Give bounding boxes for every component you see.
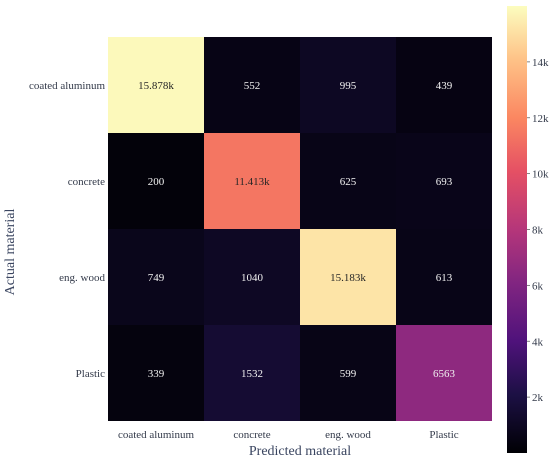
x-axis-title: Predicted material — [249, 444, 351, 459]
y-tick-label: eng. wood — [59, 272, 105, 284]
heatmap-cell — [108, 37, 204, 133]
heatmap-cell — [108, 229, 204, 325]
heatmap-cell — [108, 133, 204, 229]
heatmap-cell-label: 339 — [148, 368, 165, 380]
heatmap-cell-label: 1040 — [241, 272, 264, 284]
heatmap-cell — [396, 229, 492, 325]
y-tick-label: concrete — [68, 176, 105, 188]
heatmap-cell-label: 15.183k — [330, 272, 366, 284]
colorbar — [507, 6, 527, 453]
heatmap-cell-label: 613 — [436, 272, 453, 284]
heatmap-cell — [396, 133, 492, 229]
heatmap-cell-label: 6563 — [433, 368, 456, 380]
heatmap-cell — [204, 325, 300, 421]
heatmap-cell-label: 11.413k — [234, 176, 270, 188]
x-tick-label: concrete — [233, 429, 270, 441]
heatmap-cells — [108, 37, 492, 421]
y-tick-label: coated aluminum — [29, 80, 106, 92]
heatmap-cell-label: 599 — [340, 368, 357, 380]
colorbar-tick-label: 8k — [532, 225, 544, 237]
x-axis-tick-labels: coated aluminum concrete eng. wood Plastic — [118, 429, 459, 441]
heatmap-cell — [300, 229, 396, 325]
heatmap-cell-label: 749 — [148, 272, 165, 284]
heatmap-cell-label: 995 — [340, 80, 357, 92]
y-axis-title: Actual material — [3, 209, 18, 296]
x-tick-label: Plastic — [429, 429, 458, 441]
heatmap-cell — [204, 229, 300, 325]
heatmap-cell — [300, 37, 396, 133]
colorbar-tick-label: 2k — [532, 392, 544, 404]
colorbar-tick-label: 12k — [532, 113, 549, 125]
heatmap-cell-label: 1532 — [241, 368, 263, 380]
heatmap-cell-label: 693 — [436, 176, 453, 188]
heatmap-cell — [300, 325, 396, 421]
heatmap-cell-labels: 15.878k 552 995 439 200 11.413k 625 693 749 1040 1… — [138, 80, 455, 380]
colorbar-tick-label: 14k — [532, 57, 549, 69]
y-axis-tick-labels: coated aluminum concrete eng. wood Plastic — [29, 80, 106, 380]
colorbar-tick-label: 4k — [532, 336, 544, 348]
heatmap-cell-label: 552 — [244, 80, 261, 92]
heatmap-cell-label: 15.878k — [138, 80, 174, 92]
y-tick-label: Plastic — [76, 368, 105, 380]
heatmap-cell-label: 439 — [436, 80, 453, 92]
heatmap-cell — [108, 325, 204, 421]
colorbar-tick-labels: 2k 4k 6k 8k 10k 12k 14k — [527, 57, 549, 404]
heatmap-cell-label: 200 — [148, 176, 165, 188]
heatmap-cell — [204, 133, 300, 229]
heatmap-cell — [204, 37, 300, 133]
heatmap-cell — [396, 325, 492, 421]
x-tick-label: coated aluminum — [118, 429, 195, 441]
colorbar-tick-label: 10k — [532, 169, 549, 181]
heatmap-cell-label: 625 — [340, 176, 357, 188]
heatmap-cell — [396, 37, 492, 133]
colorbar-tick-label: 6k — [532, 280, 544, 292]
x-tick-label: eng. wood — [325, 429, 371, 441]
heatmap-cell — [300, 133, 396, 229]
